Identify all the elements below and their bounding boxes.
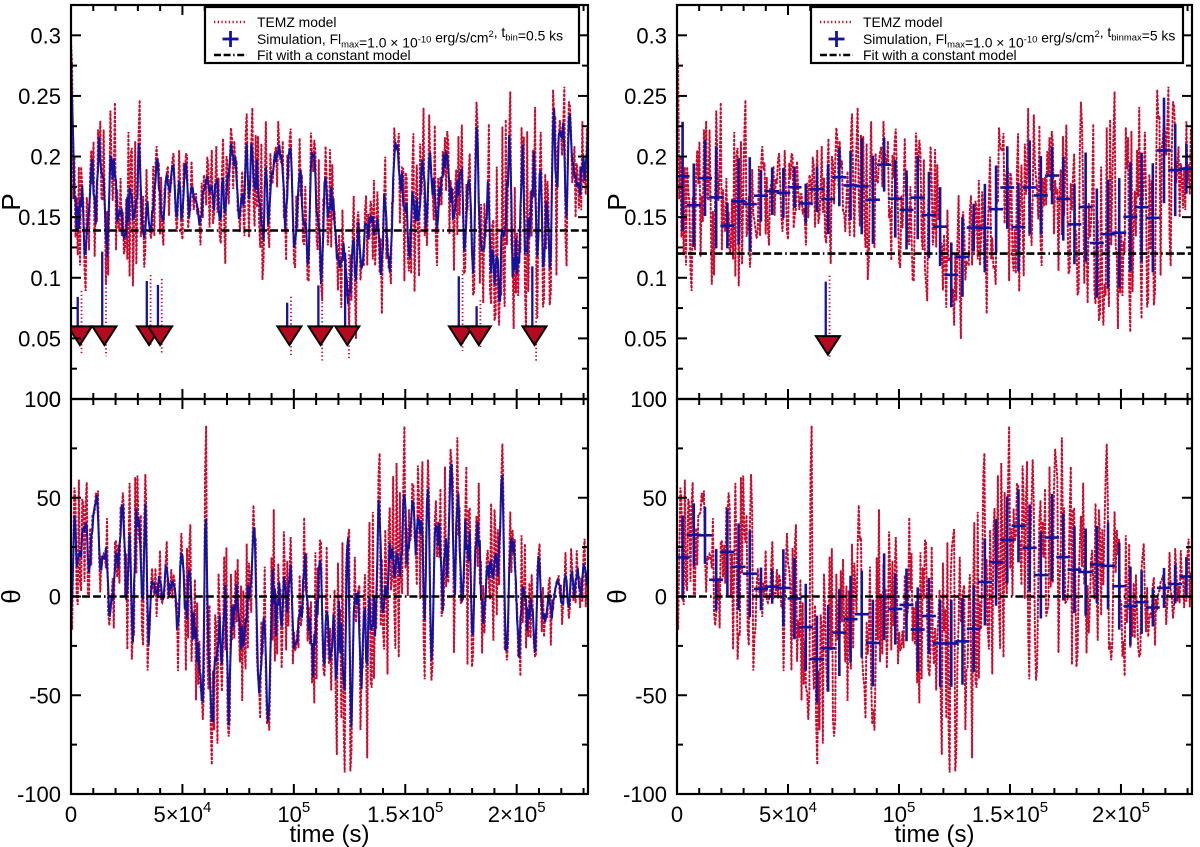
svg-text:0.3: 0.3 [30, 23, 61, 48]
svg-text:Fit with a constant model: Fit with a constant model [257, 47, 411, 63]
svg-text:100: 100 [24, 387, 61, 412]
svg-text:0.05: 0.05 [18, 326, 61, 351]
svg-text:θ: θ [602, 589, 632, 603]
svg-text:-50: -50 [29, 683, 61, 708]
svg-text:0: 0 [671, 802, 683, 827]
svg-text:1.5×105: 1.5×105 [367, 799, 443, 827]
svg-text:5×104: 5×104 [153, 799, 211, 827]
svg-text:5×104: 5×104 [759, 799, 817, 827]
svg-text:TEMZ model: TEMZ model [863, 14, 943, 30]
svg-text:2×105: 2×105 [488, 799, 546, 827]
svg-text:50: 50 [643, 486, 667, 511]
svg-text:0.2: 0.2 [636, 145, 667, 170]
svg-text:0.05: 0.05 [624, 326, 667, 351]
svg-text:time (s): time (s) [290, 821, 370, 847]
svg-text:Fit with a constant model: Fit with a constant model [863, 47, 1017, 63]
svg-text:-100: -100 [623, 782, 667, 807]
svg-text:0: 0 [65, 802, 77, 827]
svg-text:0: 0 [49, 585, 61, 610]
svg-text:0.3: 0.3 [636, 23, 667, 48]
svg-text:θ: θ [0, 589, 26, 603]
svg-text:-50: -50 [635, 683, 667, 708]
svg-text:-100: -100 [17, 782, 61, 807]
svg-text:P: P [602, 193, 632, 210]
svg-text:1.5×105: 1.5×105 [972, 799, 1048, 827]
svg-text:0.1: 0.1 [636, 266, 667, 291]
svg-text:2×105: 2×105 [1092, 799, 1150, 827]
svg-text:TEMZ model: TEMZ model [257, 14, 337, 30]
svg-text:time (s): time (s) [895, 821, 975, 847]
svg-text:P: P [0, 193, 26, 210]
svg-text:0.25: 0.25 [18, 84, 61, 109]
svg-text:0.1: 0.1 [30, 266, 61, 291]
svg-text:0.25: 0.25 [624, 84, 667, 109]
svg-text:0.2: 0.2 [30, 145, 61, 170]
svg-text:100: 100 [630, 387, 667, 412]
svg-text:0: 0 [655, 585, 667, 610]
svg-text:50: 50 [37, 486, 61, 511]
